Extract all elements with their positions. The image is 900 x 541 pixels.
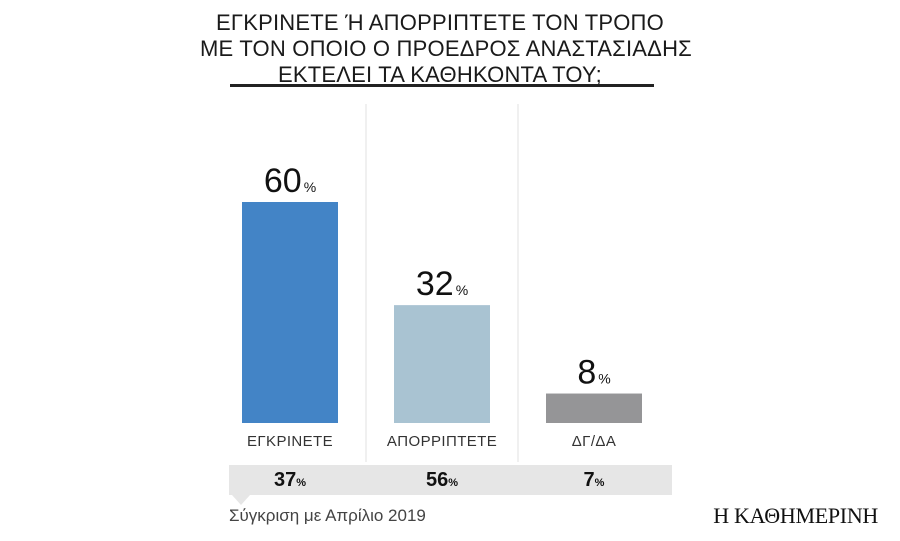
- publisher-logo: Η ΚΑΘΗΜΕΡΙΝΗ: [713, 503, 878, 528]
- bar-1: [242, 202, 338, 423]
- comparison-band: [229, 465, 672, 495]
- comparison-pointer: [232, 495, 250, 505]
- comparison-value-3: 7%: [583, 469, 605, 491]
- comparison-value-1: 37%: [273, 469, 307, 491]
- category-label-3: ΔΓ/ΔΑ: [572, 433, 616, 450]
- title-line-2: ΜΕ ΤΟΝ ΟΠΟΙΟ Ο ΠΡΟΕΔΡΟΣ ΑΝΑΣΤΑΣΙΑΔΗΣ: [200, 36, 692, 61]
- bar-2: [394, 305, 490, 423]
- title-line-1: ΕΓΚΡΙΝΕΤΕ Ή ΑΠΟΡΡΙΠΤΕΤΕ ΤΟΝ ΤΡΟΠΟ: [216, 10, 664, 35]
- bar-3: [546, 393, 642, 423]
- title-line-3: ΕΚΤΕΛΕΙ ΤΑ ΚΑΘΗΚΟΝΤΑ ΤΟΥ;: [278, 62, 602, 87]
- category-label-2: ΑΠΟΡΡΙΠΤΕΤΕ: [387, 433, 497, 450]
- title-underline: [230, 84, 654, 87]
- comparison-value-2: 56%: [425, 469, 459, 491]
- data-label-1: 60%: [264, 162, 316, 200]
- comparison-caption: Σύγκριση με Απρίλιο 2019: [229, 506, 426, 525]
- data-label-2: 32%: [416, 265, 468, 303]
- chart-title: ΕΓΚΡΙΝΕΤΕ Ή ΑΠΟΡΡΙΠΤΕΤΕ ΤΟΝ ΤΡΟΠΟ ΜΕ ΤΟΝ…: [200, 10, 692, 88]
- category-label-1: ΕΓΚΡΙΝΕΤΕ: [247, 433, 333, 450]
- data-label-3: 8%: [577, 354, 610, 392]
